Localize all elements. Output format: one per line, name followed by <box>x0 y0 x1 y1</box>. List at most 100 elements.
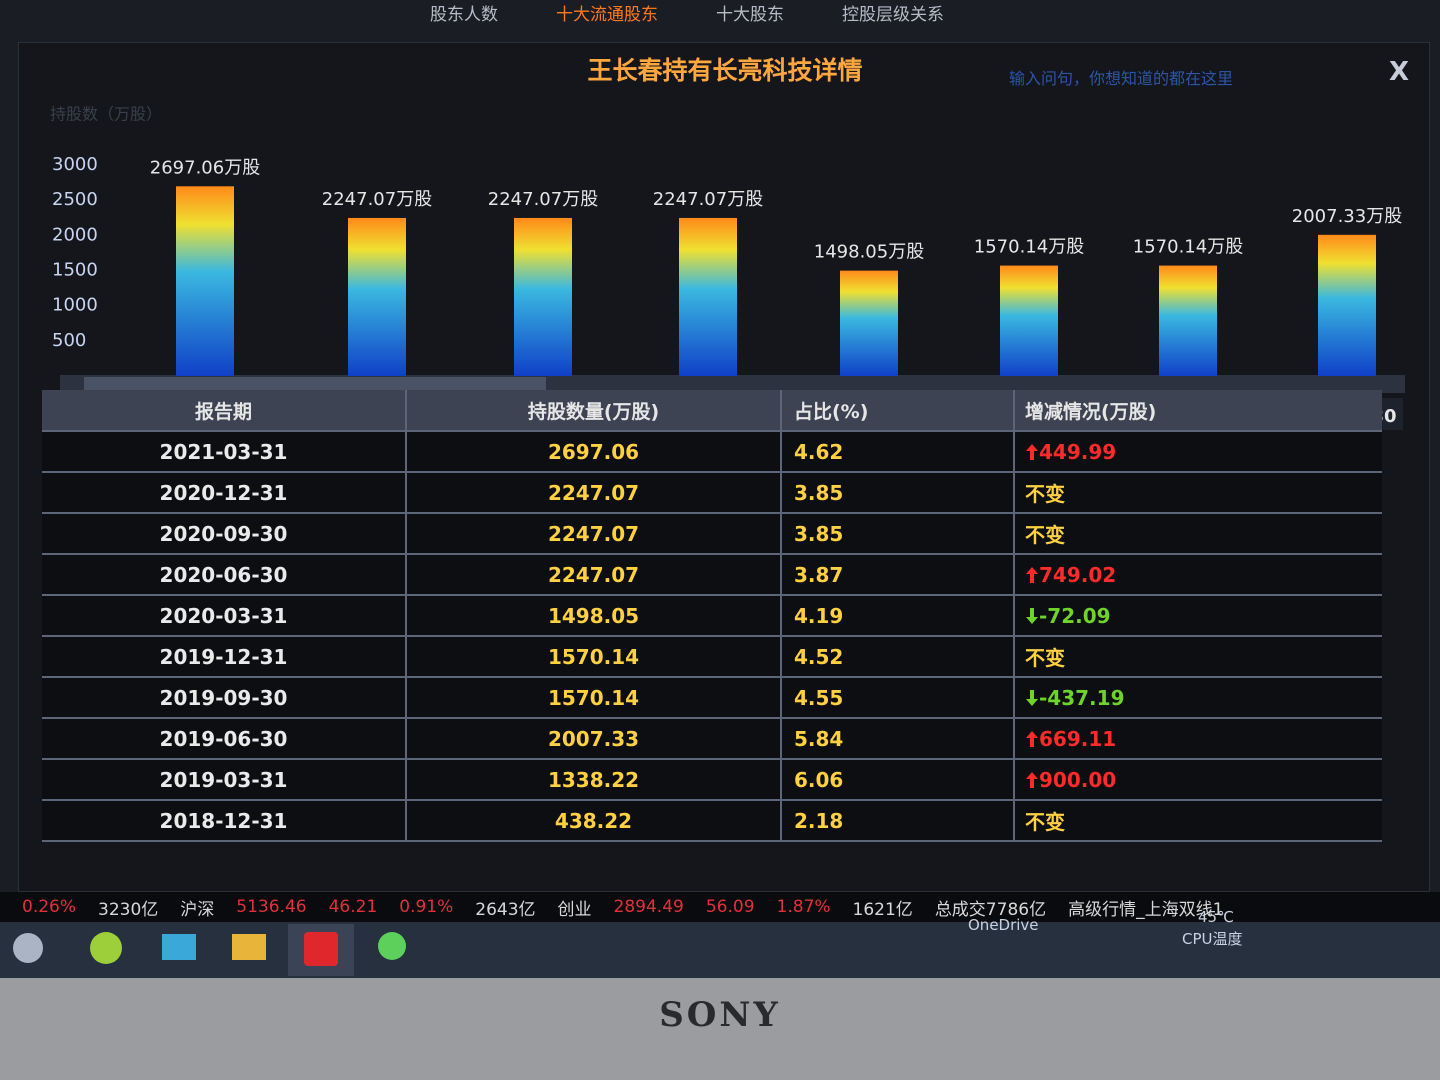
trend-arrow <box>1026 730 1038 747</box>
brand-logo: SONY <box>659 995 781 1035</box>
ticker-item: 创业 <box>557 899 592 920</box>
value-label: 1498.05万股 <box>814 242 924 263</box>
change-value: 不变 <box>1025 646 1065 670</box>
trend-arrow <box>1026 689 1038 706</box>
cpu-temperature: 45℃ <box>1198 908 1234 926</box>
change-cell: 不变 <box>1015 514 1382 553</box>
ticker-item: 56.09 <box>705 897 755 917</box>
dialog-title: 王长春持有长亮科技详情 <box>587 56 863 85</box>
table-row: 2020-12-31 2247.07 3.85 不变 <box>42 473 1382 514</box>
change-cell: 669.11 <box>1015 719 1382 758</box>
table-cell: 4.62 <box>782 432 1015 471</box>
table-cell: 2247.07 <box>407 514 782 553</box>
ticker-item: 1.87% <box>776 897 831 917</box>
change-value: 不变 <box>1025 523 1065 547</box>
table-cell: 2018-12-31 <box>42 801 407 840</box>
header-cell: 持股数量(万股) <box>407 390 782 430</box>
table-row: 2019-09-30 1570.14 4.55 -437.19 <box>42 678 1382 719</box>
tab[interactable]: 十大股东 <box>716 5 784 25</box>
table-cell: 4.19 <box>782 596 1015 635</box>
change-cell: 449.99 <box>1015 432 1382 471</box>
ticker-item: 高级行情_上海双线1 <box>1068 899 1224 920</box>
taskbar: OneDrive 45℃ CPU温度 <box>0 908 1440 978</box>
table-cell: 438.22 <box>407 801 782 840</box>
ticker-item: 总成交7786亿 <box>934 899 1047 920</box>
trend-arrow <box>1026 443 1038 460</box>
table-cell: 2019-09-30 <box>42 678 407 717</box>
ticker-item: 沪深 <box>180 899 215 920</box>
tab[interactable]: 十大流通股东 <box>556 5 658 25</box>
laptop-bezel <box>0 978 1440 1080</box>
ticker-item: 0.91% <box>399 897 454 917</box>
change-value: 不变 <box>1025 482 1065 506</box>
table-cell: 2021-03-31 <box>42 432 407 471</box>
table-cell: 6.06 <box>782 760 1015 799</box>
bar <box>840 270 898 376</box>
y-tick-label: 3000 <box>52 154 98 175</box>
table-cell: 2020-06-30 <box>42 555 407 594</box>
close-button[interactable]: X <box>1388 57 1409 87</box>
bar <box>348 217 406 376</box>
table-cell: 2697.06 <box>407 432 782 471</box>
table-cell: 1498.05 <box>407 596 782 635</box>
change-cell: 749.02 <box>1015 555 1382 594</box>
table-cell: 2019-03-31 <box>42 760 407 799</box>
y-tick-label: 1500 <box>52 260 98 281</box>
change-cell: -72.09 <box>1015 596 1382 635</box>
value-label: 2247.07万股 <box>322 189 432 210</box>
change-cell: -437.19 <box>1015 678 1382 717</box>
bar <box>1318 234 1376 376</box>
table-cell: 3.87 <box>782 555 1015 594</box>
table-cell: 2007.33 <box>407 719 782 758</box>
scrollbar-thumb[interactable] <box>84 377 546 391</box>
table-cell: 4.55 <box>782 678 1015 717</box>
ticker-item: 2643亿 <box>475 899 536 920</box>
table-cell: 1570.14 <box>407 678 782 717</box>
table-cell: 3.85 <box>782 473 1015 512</box>
bar <box>1159 265 1217 376</box>
value-label: 1570.14万股 <box>1133 237 1243 258</box>
table-row: 2020-03-31 1498.05 4.19 -72.09 <box>42 596 1382 637</box>
trend-arrow <box>1026 607 1038 624</box>
table-cell: 2020-03-31 <box>42 596 407 635</box>
bar <box>514 217 572 376</box>
tab-bar: 股东人数 十大流通股东 十大股东 控股层级关系 <box>430 0 944 25</box>
table-row: 2019-03-31 1338.22 6.06 900.00 <box>42 760 1382 801</box>
table-cell: 5.84 <box>782 719 1015 758</box>
table-row: 2018-12-31 438.22 2.18 不变 <box>42 801 1382 842</box>
taskbar-icons <box>13 924 406 976</box>
table-row: 2019-12-31 1570.14 4.52 不变 <box>42 637 1382 678</box>
search-box[interactable]: 输入问句，你想知道的都在这里 <box>1009 69 1234 88</box>
table-cell: 2019-12-31 <box>42 637 407 676</box>
bar <box>1000 265 1058 376</box>
header-cell: 增减情况(万股) <box>1025 400 1157 423</box>
change-cell: 不变 <box>1015 473 1382 512</box>
table-header: 报告期 持股数量(万股) 占比(%) 增减情况(万股) <box>42 390 1382 432</box>
header-cell: 占比(%) <box>782 390 1015 430</box>
market-ticker: 0.26% 3230亿 沪深 5136.46 46.21 0.91% 2643亿 创业 2894… <box>0 892 1440 922</box>
change-value: 不变 <box>1025 810 1065 834</box>
tab[interactable]: 控股层级关系 <box>842 5 944 25</box>
table-cell: 1570.14 <box>407 637 782 676</box>
table-cell: 2020-09-30 <box>42 514 407 553</box>
table-cell: 2247.07 <box>407 555 782 594</box>
tab[interactable]: 股东人数 <box>430 5 498 25</box>
ticker-item: 3230亿 <box>98 899 159 920</box>
table-cell: 3.85 <box>782 514 1015 553</box>
change-value: 749.02 <box>1039 562 1117 587</box>
change-cell: 不变 <box>1015 801 1382 840</box>
trend-arrow <box>1026 566 1038 583</box>
value-label: 2247.07万股 <box>653 189 763 210</box>
y-tick-label: 500 <box>52 330 86 351</box>
bar <box>679 217 737 376</box>
onedrive-label[interactable]: OneDrive <box>968 916 1039 934</box>
ticker-item: 46.21 <box>328 897 378 917</box>
table-cell: 4.52 <box>782 637 1015 676</box>
trend-arrow <box>1026 771 1038 788</box>
table-cell: 2247.07 <box>407 473 782 512</box>
change-value: -437.19 <box>1039 685 1125 710</box>
table-cell: 2019-06-30 <box>42 719 407 758</box>
y-tick-label: 1000 <box>52 295 98 316</box>
header-cell: 报告期 <box>42 390 407 430</box>
